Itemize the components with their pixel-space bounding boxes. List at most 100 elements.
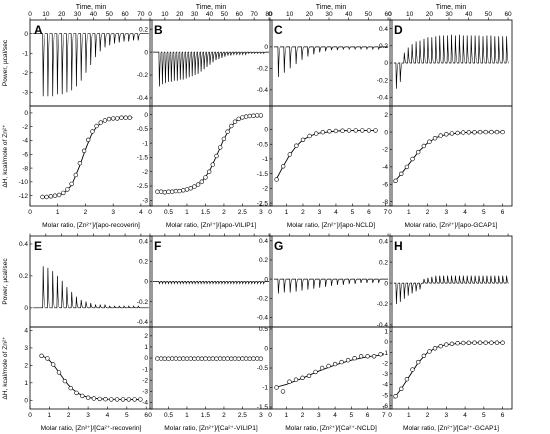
enthalpy-tick-label: -0.5 <box>257 365 269 372</box>
enthalpy-tick-label: -0.5 <box>137 126 149 133</box>
data-point <box>483 340 488 345</box>
time-tick-label: 40 <box>465 11 473 18</box>
data-point <box>77 161 83 166</box>
time-tick-label: 20 <box>58 11 66 18</box>
thermogram-trace <box>273 278 389 294</box>
time-tick-label: 10 <box>406 11 414 18</box>
data-point <box>207 169 212 174</box>
data-point <box>404 164 410 170</box>
enthalpy-tick-label: -8 <box>382 199 388 206</box>
fit-curve <box>393 342 505 399</box>
time-tick-label: 50 <box>485 11 493 18</box>
data-point <box>255 113 260 118</box>
data-point <box>243 114 249 119</box>
molar-ratio-label: Molar ratio, [Zn²⁺]/[apo-VILIP1] <box>166 222 257 229</box>
power-tick-label: -0.2 <box>377 301 389 308</box>
power-axis-label: Power, µcal/sec <box>2 258 9 305</box>
data-point <box>221 136 227 142</box>
data-point <box>345 358 351 363</box>
molar-tick-label: 3 <box>444 412 448 419</box>
power-tick-label: 0 <box>384 280 388 287</box>
data-point <box>251 113 256 118</box>
data-point <box>274 177 279 182</box>
thermogram-trace <box>393 275 509 305</box>
enthalpy-frame <box>389 326 513 410</box>
power-tick-label: 0.2 <box>379 43 388 50</box>
data-point <box>162 190 168 195</box>
thermogram-trace <box>33 33 149 97</box>
enthalpy-tick-label: -1.5 <box>257 404 269 411</box>
molar-tick-label: 2 <box>301 412 305 419</box>
molar-tick-label: 0 <box>268 209 272 216</box>
fit-curve <box>39 354 143 400</box>
enthalpy-tick-label: 4 <box>24 328 28 335</box>
molar-tick-label: 4 <box>463 412 467 419</box>
data-point <box>181 356 186 361</box>
molar-tick-label: 7 <box>384 209 388 216</box>
molar-tick-label: 2 <box>67 412 71 419</box>
power-tick-label: 0 <box>144 279 148 286</box>
data-point <box>192 356 197 361</box>
data-point <box>340 128 345 133</box>
enthalpy-tick-label: 2 <box>24 363 28 370</box>
data-point <box>444 342 449 347</box>
power-tick-label: -0.2 <box>137 72 149 79</box>
panel-letter: A <box>34 23 43 37</box>
power-tick-label: -2 <box>22 70 28 77</box>
molar-ratio-label: Molar ratio, [Zn²⁺]/[Ca²⁺-VILIP1] <box>164 425 258 432</box>
enthalpy-tick-label: -12 <box>19 193 29 200</box>
time-tick-label: 0 <box>28 11 32 18</box>
data-point <box>229 356 234 361</box>
data-point <box>365 354 370 359</box>
data-point <box>293 377 299 382</box>
panel-letter: C <box>274 23 283 37</box>
molar-tick-label: 6 <box>501 412 505 419</box>
molar-tick-label: 3 <box>259 412 263 419</box>
time-tick-label: 0 <box>148 11 152 18</box>
data-point <box>170 189 175 194</box>
data-point <box>416 149 421 155</box>
enthalpy-tick-label: -1 <box>382 350 388 357</box>
data-point <box>184 356 190 361</box>
molar-tick-label: 1.5 <box>201 209 210 216</box>
data-point <box>477 129 483 135</box>
data-point <box>307 133 312 139</box>
data-point <box>232 119 238 124</box>
data-point <box>393 178 398 184</box>
enthalpy-tick-label: -2 <box>382 360 388 367</box>
enthalpy-tick-label: 0 <box>144 355 148 362</box>
enthalpy-tick-label: 1 <box>24 380 28 387</box>
molar-tick-label: 2 <box>426 412 430 419</box>
time-tick-label: 50 <box>221 11 229 18</box>
time-tick-label: 0 <box>268 11 272 18</box>
data-point <box>61 190 66 196</box>
time-axis-label: Time, min <box>196 4 227 11</box>
data-point <box>158 356 164 361</box>
enthalpy-tick-label: 0 <box>144 112 148 119</box>
power-tick-label: -0.2 <box>257 66 269 73</box>
power-tick-label: 0.2 <box>379 259 388 266</box>
data-point <box>203 175 208 180</box>
fit-curve <box>157 114 261 193</box>
enthalpy-tick-label: 0.5 <box>259 326 268 333</box>
power-tick-label: 0 <box>264 44 268 51</box>
enthalpy-tick-label: -6 <box>22 151 28 158</box>
molar-tick-label: 3 <box>444 209 448 216</box>
time-tick-label: 30 <box>74 11 82 18</box>
enthalpy-axis-label: ΔH, kcal/mole of Zn²⁺ <box>2 336 9 400</box>
molar-ratio-label: Molar ratio, [Zn²⁺]/[Ca²⁺-NCLD] <box>285 425 377 432</box>
data-point <box>494 129 500 135</box>
power-tick-label: -0.2 <box>257 295 269 302</box>
enthalpy-tick-label: 2 <box>384 112 388 119</box>
data-point <box>114 397 120 402</box>
data-point <box>258 356 264 361</box>
enthalpy-tick-label: 1 <box>384 328 388 335</box>
power-axis-label: Power, µcal/sec <box>2 39 9 86</box>
enthalpy-tick-label: -10 <box>19 179 29 186</box>
molar-tick-label: 1 <box>285 209 289 216</box>
molar-tick-label: 2 <box>84 209 88 216</box>
power-tick-label: 0 <box>384 60 388 67</box>
enthalpy-frame <box>389 105 513 207</box>
enthalpy-tick-label: -2 <box>262 186 268 193</box>
data-point <box>203 356 208 361</box>
